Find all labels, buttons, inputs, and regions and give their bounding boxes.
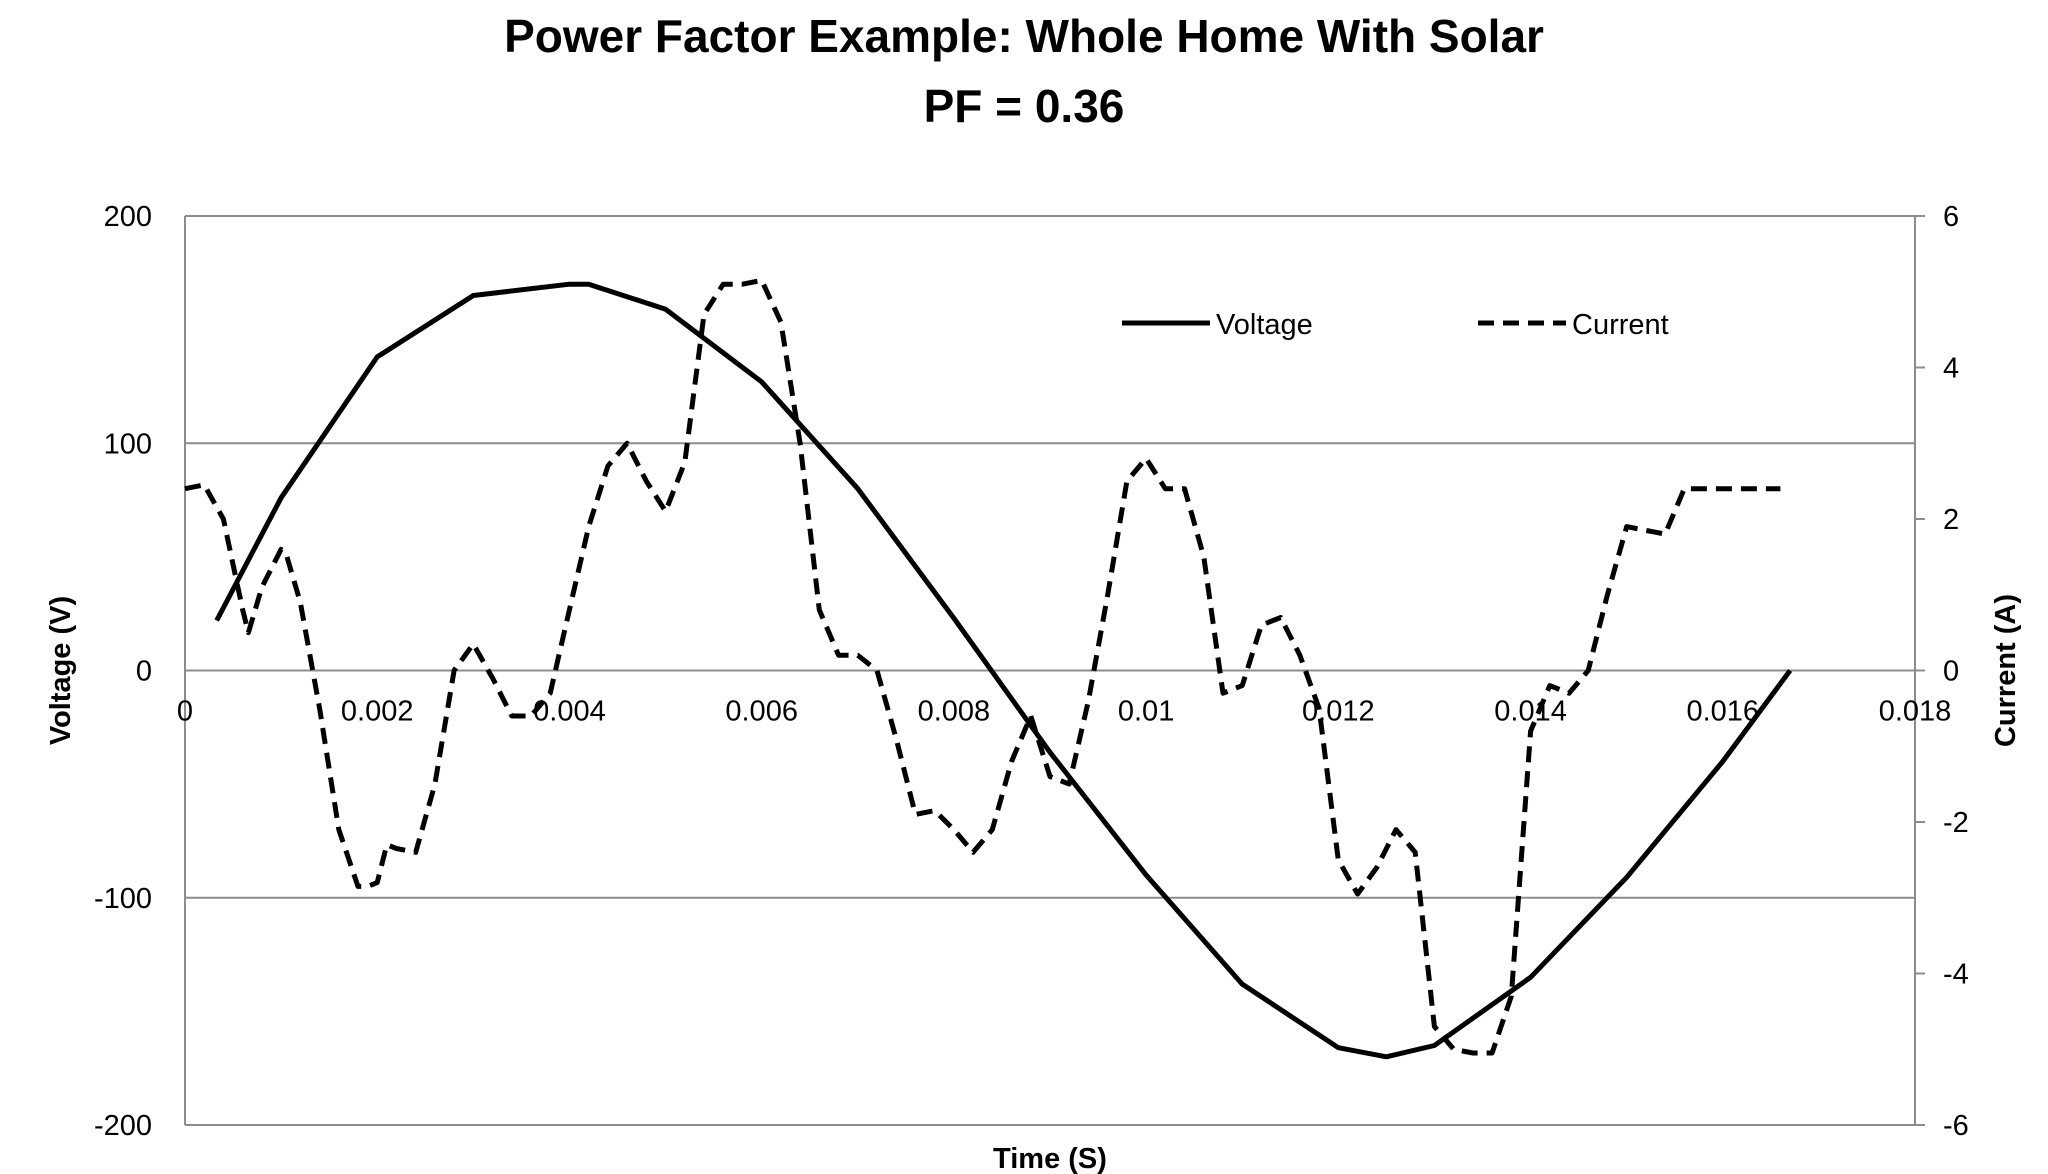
x-tick-label: 0.018	[1879, 696, 1952, 728]
chart-subtitle: PF = 0.36	[924, 80, 1125, 132]
y2-tick-label: -2	[1943, 807, 1969, 839]
x-tick-label: 0.004	[533, 696, 606, 728]
y-tick-label: 100	[104, 428, 152, 460]
x-tick-label: 0.012	[1302, 696, 1375, 728]
y2-axis-label: Current (A)	[1990, 594, 2022, 747]
y-tick-label: 0	[136, 656, 152, 688]
y-tick-label: -200	[94, 1110, 152, 1142]
y-tick-label: 200	[104, 201, 152, 233]
x-tick-label: 0.008	[918, 696, 991, 728]
x-tick-label: 0.014	[1494, 696, 1567, 728]
x-axis-label: Time (S)	[993, 1143, 1107, 1174]
y-axis-label: Voltage (V)	[45, 596, 77, 745]
y2-tick-label: 0	[1943, 656, 1959, 688]
series-lines	[184, 277, 1793, 1060]
series-line-voltage	[214, 281, 1793, 1060]
legend: Voltage Current	[1122, 309, 1669, 341]
x-tick-label: 0.01	[1118, 696, 1174, 728]
y2-tick-label: 6	[1943, 201, 1959, 233]
x-tick-label: 0.016	[1686, 696, 1759, 728]
y-tick-label: -100	[94, 883, 152, 915]
y2-tick-label: 2	[1943, 504, 1959, 536]
chart-title: Power Factor Example: Whole Home With So…	[504, 10, 1544, 62]
y2-tick-label: 4	[1943, 353, 1959, 385]
y2-tick-label: -6	[1943, 1110, 1969, 1142]
y2-tick-label: -4	[1943, 959, 1969, 991]
legend-label-current: Current	[1572, 309, 1669, 341]
x-tick-label: 0	[177, 696, 193, 728]
series-line-current	[184, 277, 1781, 1056]
x-tick-label: 0.006	[725, 696, 798, 728]
legend-label-voltage: Voltage	[1216, 309, 1313, 341]
grid-lines	[185, 215, 1915, 1126]
x-tick-label: 0.002	[341, 696, 414, 728]
